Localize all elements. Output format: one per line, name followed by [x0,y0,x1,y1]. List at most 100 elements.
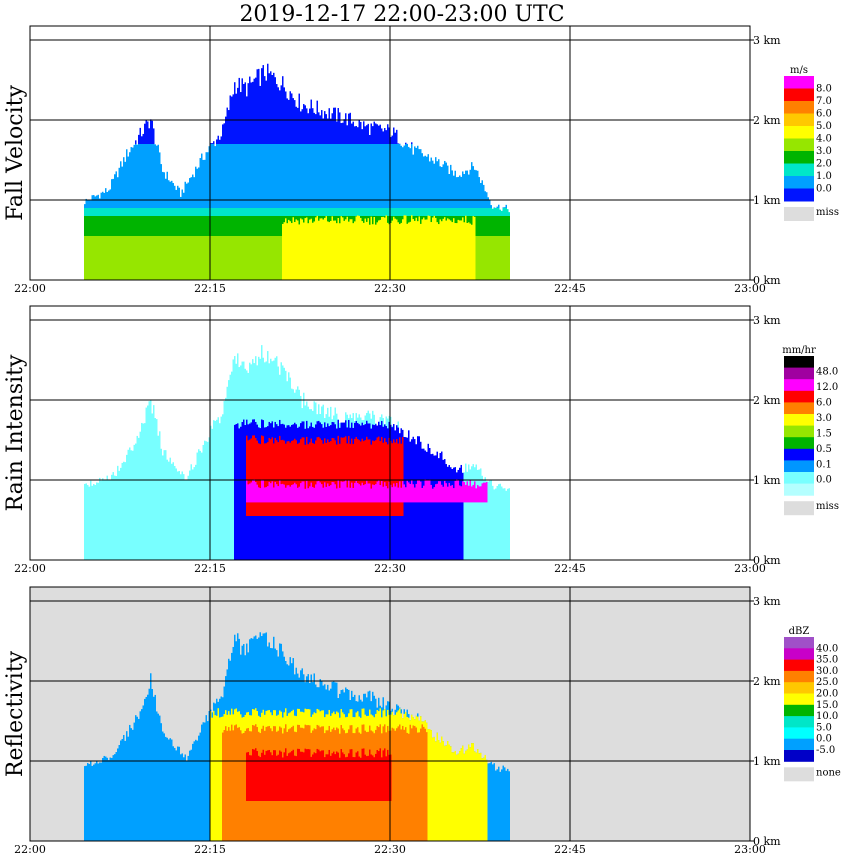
reflectivity-echo-cell [418,732,420,841]
reflectivity-x-tick-label: 22:15 [194,843,226,856]
fall-velocity-echo-cell [417,221,419,280]
fall-velocity-echo-cell [276,216,278,236]
rain-intensity-echo-cell [99,477,101,560]
fall-velocity-echo-cell [100,236,102,280]
reflectivity-echo-cell [189,750,191,841]
rain-intensity-echo-cell [132,450,134,560]
rain-intensity-echo-cell [364,484,366,503]
fall-velocity-echo-cell [318,220,320,280]
fall-velocity-echo-cell [469,223,471,280]
fall-velocity-colorbar-label: 1.0 [816,171,832,182]
reflectivity-echo-cell [163,733,165,841]
fall-velocity-echo-cell [459,220,461,280]
fall-velocity-echo-cell [456,223,458,280]
fall-velocity-echo-cell [217,216,219,236]
fall-velocity-echo-cell [481,208,483,216]
fall-velocity-echo-cell [391,135,393,144]
fall-velocity-echo-cell [447,218,449,280]
fall-velocity-echo-cell [120,161,122,208]
fall-velocity-echo-cell [498,216,500,236]
fall-velocity-echo-cell [340,208,342,216]
reflectivity-echo-cell [435,741,437,841]
fall-velocity-echo-cell [151,144,153,208]
fall-velocity-echo-cell [237,216,239,236]
rain-intensity-x-tick-label: 22:30 [374,562,406,575]
fall-velocity-echo-cell [375,144,377,208]
fall-velocity-echo-cell [493,236,495,280]
fall-velocity-echo-cell [102,216,104,236]
fall-velocity-echo-cell [213,141,215,144]
fall-velocity-echo-cell [142,144,144,208]
fall-velocity-echo-cell [280,208,282,216]
rain-intensity-echo-cell [393,439,395,516]
fall-velocity-echo-cell [252,208,254,216]
reflectivity-echo-cell [459,751,461,841]
fall-velocity-echo-cell [282,76,284,144]
rain-intensity-echo-cell [262,480,264,503]
reflectivity-echo-cell [133,722,135,841]
rain-intensity-echo-cell [201,452,203,560]
rain-intensity-echo-cell [331,437,333,516]
fall-velocity-echo-cell [196,168,198,208]
fall-velocity-echo-cell [304,144,306,208]
fall-velocity-echo-cell [117,216,119,236]
rain-intensity-x-tick-label: 22:00 [14,562,46,575]
reflectivity-colorbar-label: -5.0 [816,745,835,756]
fall-velocity-echo-cell [450,220,452,280]
rain-intensity-echo-cell [475,488,477,503]
fall-velocity-echo-cell [243,208,245,216]
fall-velocity-echo-cell [166,216,168,236]
fall-velocity-echo-cell [394,132,396,144]
fall-velocity-echo-cell [271,144,273,208]
rain-intensity-echo-cell [430,454,432,560]
fall-velocity-echo-cell [480,208,482,216]
fall-velocity-colorbar-unit: m/s [790,65,808,76]
reflectivity-echo-cell [444,745,446,841]
reflectivity-colorbar-swatch [784,727,814,740]
fall-velocity-echo-cell [349,219,351,280]
reflectivity-echo-cell [195,739,197,841]
reflectivity-echo-cell [318,749,320,801]
fall-velocity-echo-cell [141,236,143,280]
fall-velocity-echo-cell [490,216,492,236]
fall-velocity-echo-cell [459,175,461,208]
fall-velocity-echo-cell [165,208,167,216]
fall-velocity-echo-cell [417,208,419,216]
fall-velocity-echo-cell [262,208,264,216]
fall-velocity-echo-cell [430,157,432,208]
reflectivity-echo-cell [357,751,359,801]
fall-velocity-echo-cell [210,236,212,280]
rain-intensity-echo-cell [261,479,263,503]
rain-intensity-echo-cell [379,441,381,516]
fall-velocity-echo-cell [145,216,147,236]
rain-intensity-echo-cell [385,442,387,516]
reflectivity-echo-cell [346,756,348,801]
fall-velocity-echo-cell [126,149,128,208]
fall-velocity-echo-cell [205,216,207,236]
rain-intensity-echo-cell [420,481,422,503]
fall-velocity-colorbar-label: 0.0 [816,184,832,195]
reflectivity-colorbar-swatch [784,670,814,683]
rain-intensity-colorbar-swatch [784,402,814,415]
fall-velocity-echo-cell [184,181,186,208]
reflectivity-echo-cell [144,698,146,841]
reflectivity-echo-cell [447,741,449,841]
fall-velocity-echo-cell [469,208,471,216]
fall-velocity-echo-cell [454,223,456,280]
fall-velocity-echo-cell [199,158,201,208]
reflectivity-echo-cell [292,749,294,801]
reflectivity-echo-cell [151,689,153,841]
rain-intensity-echo-cell [249,483,251,503]
fall-velocity-echo-cell [141,136,143,144]
fall-velocity-echo-cell [150,216,152,236]
fall-velocity-echo-cell [490,208,492,216]
fall-velocity-echo-cell [399,224,401,280]
rain-intensity-echo-cell [351,482,353,503]
reflectivity-echo-cell [202,722,204,841]
fall-velocity-echo-cell [321,144,323,208]
rain-intensity-echo-cell [334,440,336,516]
fall-velocity-echo-cell [195,166,197,208]
fall-velocity-echo-cell [127,156,129,208]
rain-intensity-colorbar-miss-label: miss [816,501,839,512]
reflectivity-echo-cell [285,748,287,801]
